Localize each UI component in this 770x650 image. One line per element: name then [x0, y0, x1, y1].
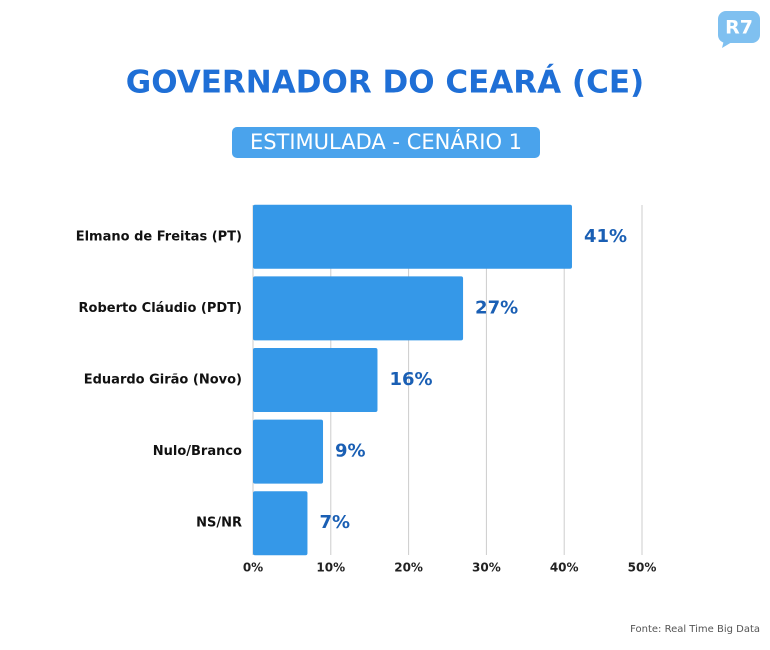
- x-tick-label: 10%: [316, 561, 345, 575]
- y-tick-label: Elmano de Freitas (PT): [76, 229, 242, 244]
- chart-subtitle: ESTIMULADA - CENÁRIO 1: [250, 129, 522, 154]
- x-tick-label: 50%: [628, 561, 657, 575]
- source: Fonte: Real Time Big Data: [630, 624, 760, 635]
- subtitle-pill: [232, 127, 540, 158]
- value-label: 9%: [335, 441, 366, 462]
- plot: 0% 10% 20% 30% 40% 50% Elmano de Freitas (PT) 4…: [76, 204, 657, 575]
- x-tick-label: 20%: [394, 561, 423, 575]
- logo-tail: [722, 40, 732, 48]
- x-tick-label: 0%: [243, 561, 263, 575]
- y-tick-label: NS/NR: [196, 516, 242, 531]
- bar: [253, 276, 464, 341]
- bar: [253, 419, 324, 484]
- y-tick-label: Eduardo Girão (Novo): [84, 373, 242, 388]
- x-tick-label: 30%: [472, 561, 501, 575]
- bar: [253, 204, 572, 269]
- value-label: 16%: [389, 369, 432, 390]
- logo: R7: [718, 11, 760, 48]
- logo-text: R7: [725, 17, 753, 39]
- bar: [253, 348, 378, 412]
- logo-badge: [718, 11, 760, 43]
- value-label: 41%: [584, 226, 627, 247]
- value-label: 7%: [319, 512, 350, 533]
- y-tick-label: Roberto Cláudio (PDT): [79, 301, 242, 316]
- y-tick-label: Nulo/Branco: [153, 444, 242, 459]
- bar: [253, 491, 308, 556]
- value-label: 27%: [475, 297, 518, 318]
- chart-title: GOVERNADOR DO CEARÁ (CE): [126, 65, 644, 101]
- x-tick-label: 40%: [550, 561, 579, 575]
